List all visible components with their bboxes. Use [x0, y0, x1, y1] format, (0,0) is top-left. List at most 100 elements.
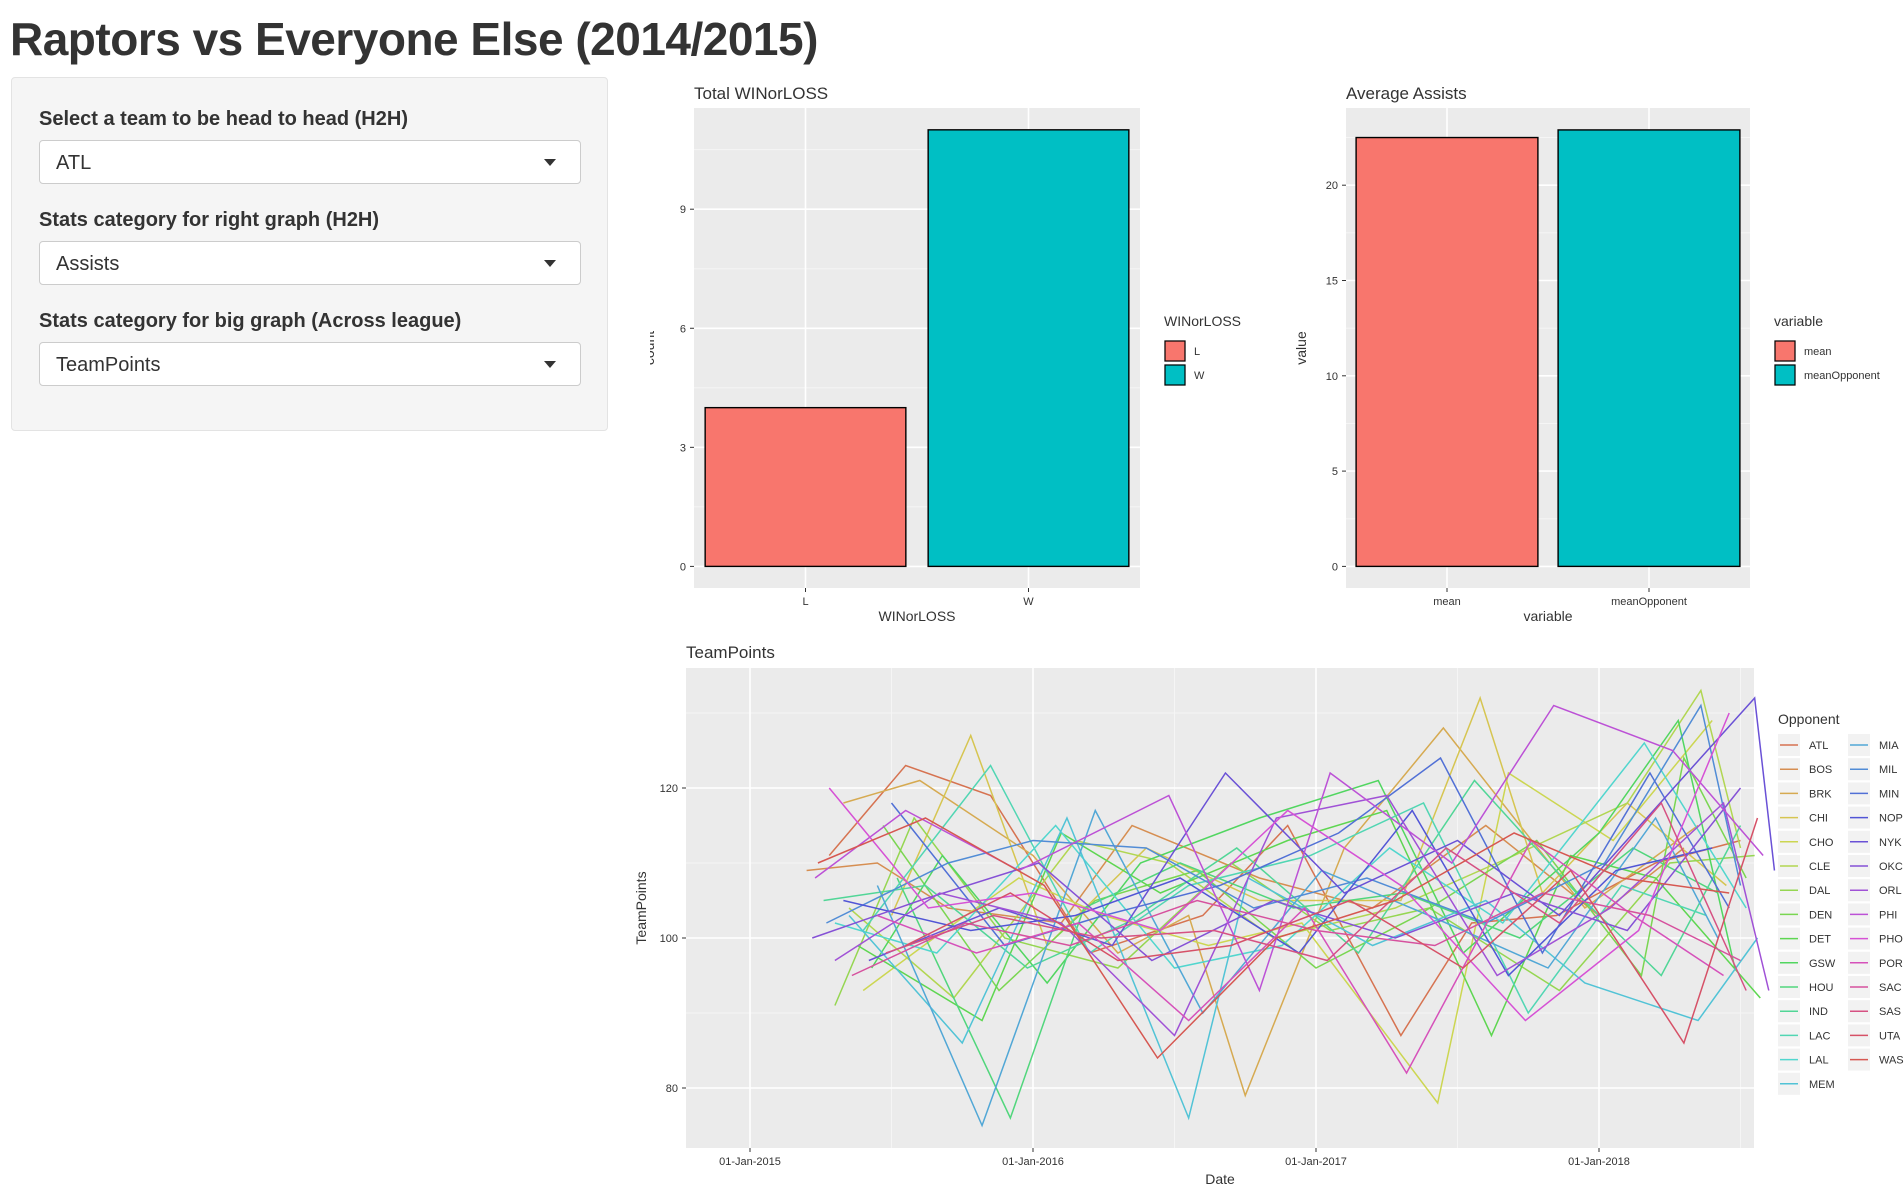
- y-tick-label: 20: [1326, 180, 1338, 192]
- series-line-PHI: [814, 704, 1764, 993]
- page-title: Raptors vs Everyone Else (2014/2015): [10, 13, 818, 65]
- legend-label: BOS: [1809, 764, 1832, 776]
- y-axis-title: TeamPoints: [633, 871, 649, 944]
- legend-label: meanOpponent: [1804, 370, 1880, 382]
- legend-label: L: [1194, 346, 1200, 358]
- y-tick-label: 3: [680, 442, 686, 454]
- x-tick-label: W: [1023, 596, 1034, 608]
- legend-label: NOP: [1879, 813, 1903, 825]
- right-graph-select[interactable]: Assists: [39, 241, 581, 285]
- x-tick-label: mean: [1433, 596, 1461, 608]
- big-graph-select-value: TeamPoints: [56, 354, 161, 376]
- y-tick-label: 80: [666, 1083, 678, 1095]
- series-line-GSW: [871, 718, 1736, 985]
- team-select-value: ATL: [56, 152, 92, 174]
- legend-title: WINorLOSS: [1164, 313, 1241, 329]
- chevron-down-icon: [544, 159, 556, 166]
- right-graph-select-label: Stats category for right graph (H2H): [39, 209, 380, 231]
- legend-label: LAC: [1809, 1030, 1830, 1042]
- y-tick-label: 0: [1332, 561, 1338, 573]
- series-line-PHO: [828, 712, 1730, 1022]
- series-line-UTA: [905, 817, 1759, 1045]
- team-select-label: Select a team to be head to head (H2H): [39, 108, 408, 130]
- assists-chart: 0 5 10 15 20 mean meanOpponent Average Assists v…: [1293, 84, 1880, 624]
- series-line-NYK: [868, 696, 1776, 962]
- series-line-CHI: [890, 695, 1727, 947]
- y-tick-label: 0: [680, 561, 686, 573]
- x-tick-label: 01-Jan-2018: [1568, 1156, 1630, 1168]
- y-tick-label: 5: [1332, 466, 1338, 478]
- series-line-ORL: [834, 794, 1770, 1037]
- y-tick-label: 100: [660, 933, 678, 945]
- legend-key: [1164, 364, 1186, 386]
- legend-label: MEM: [1809, 1079, 1835, 1091]
- series-line-SAC: [851, 892, 1741, 977]
- bar-L: [704, 406, 907, 568]
- x-tick-label: L: [802, 596, 808, 608]
- legend-label: CHI: [1809, 813, 1828, 825]
- legend-label: WAS: [1879, 1055, 1904, 1067]
- series-line-DET: [857, 809, 1761, 1038]
- chevron-down-icon: [544, 361, 556, 368]
- x-axis-title: WINorLOSS: [878, 608, 955, 624]
- legend-key: [1164, 340, 1186, 362]
- series-line-SAS: [885, 801, 1747, 991]
- legend-label: NYK: [1879, 837, 1902, 849]
- legend-label: BRK: [1809, 788, 1832, 800]
- x-axis-title: variable: [1523, 608, 1572, 624]
- series-line-POR: [877, 839, 1724, 1075]
- legend-label: ATL: [1809, 740, 1828, 752]
- bar-mean: [1355, 136, 1539, 568]
- legend-label: W: [1194, 370, 1205, 382]
- chart-title: Total WINorLOSS: [694, 84, 828, 103]
- x-tick-label: 01-Jan-2016: [1002, 1156, 1064, 1168]
- chart-title: Average Assists: [1346, 84, 1467, 103]
- legend-label: MIN: [1879, 788, 1899, 800]
- legend-label: SAC: [1879, 982, 1902, 994]
- series-line-WAS: [817, 817, 1730, 1060]
- bar-meanOpponent: [1557, 129, 1741, 568]
- series-line-LAC: [862, 764, 1707, 1015]
- x-axis-title: Date: [1205, 1171, 1235, 1187]
- series-line-OKC: [812, 787, 1742, 962]
- right-graph-select-value: Assists: [56, 253, 120, 275]
- legend-label: ORL: [1879, 885, 1902, 897]
- y-tick-label: 6: [680, 323, 686, 335]
- legend-label: MIA: [1879, 740, 1899, 752]
- y-tick-label: 15: [1326, 275, 1338, 287]
- y-axis-title: value: [1293, 331, 1309, 365]
- y-tick-label: 120: [660, 783, 678, 795]
- control-panel: Select a team to be head to head (H2H) A…: [11, 77, 608, 431]
- legend-label: UTA: [1879, 1030, 1901, 1042]
- legend-label: POR: [1879, 958, 1903, 970]
- series-line-CHO: [862, 720, 1713, 1105]
- legend-label: GSW: [1809, 958, 1836, 970]
- x-tick-label: 01-Jan-2015: [719, 1156, 781, 1168]
- team-points-chart: 80 100 120 01-Jan-2015 01-Jan-2016 01-Jan-201…: [633, 643, 1904, 1187]
- legend-key: [1774, 340, 1796, 362]
- x-tick-label: 01-Jan-2017: [1285, 1156, 1347, 1168]
- big-graph-select-label: Stats category for big graph (Across lea…: [39, 310, 462, 332]
- legend-label: SAS: [1879, 1006, 1901, 1018]
- legend-title: variable: [1774, 313, 1823, 329]
- legend-label: PHO: [1879, 934, 1903, 946]
- chevron-down-icon: [544, 260, 556, 267]
- y-tick-label: 9: [680, 204, 686, 216]
- legend-label: IND: [1809, 1006, 1828, 1018]
- chart-title: TeamPoints: [686, 643, 775, 662]
- legend-label: DAL: [1809, 885, 1830, 897]
- legend-label: PHI: [1879, 909, 1897, 921]
- legend-label: LAL: [1809, 1055, 1829, 1067]
- big-graph-select[interactable]: TeamPoints: [39, 342, 581, 386]
- legend-title: Opponent: [1778, 711, 1840, 727]
- y-axis-title: count: [650, 331, 657, 365]
- legend-key: [1774, 364, 1796, 386]
- legend-label: DET: [1809, 934, 1831, 946]
- legend-label: OKC: [1879, 861, 1903, 873]
- legend-label: CHO: [1809, 837, 1834, 849]
- legend-label: CLE: [1809, 861, 1830, 873]
- team-select[interactable]: ATL: [39, 140, 581, 184]
- plot-panel: [686, 668, 1754, 1148]
- x-tick-label: meanOpponent: [1611, 596, 1687, 608]
